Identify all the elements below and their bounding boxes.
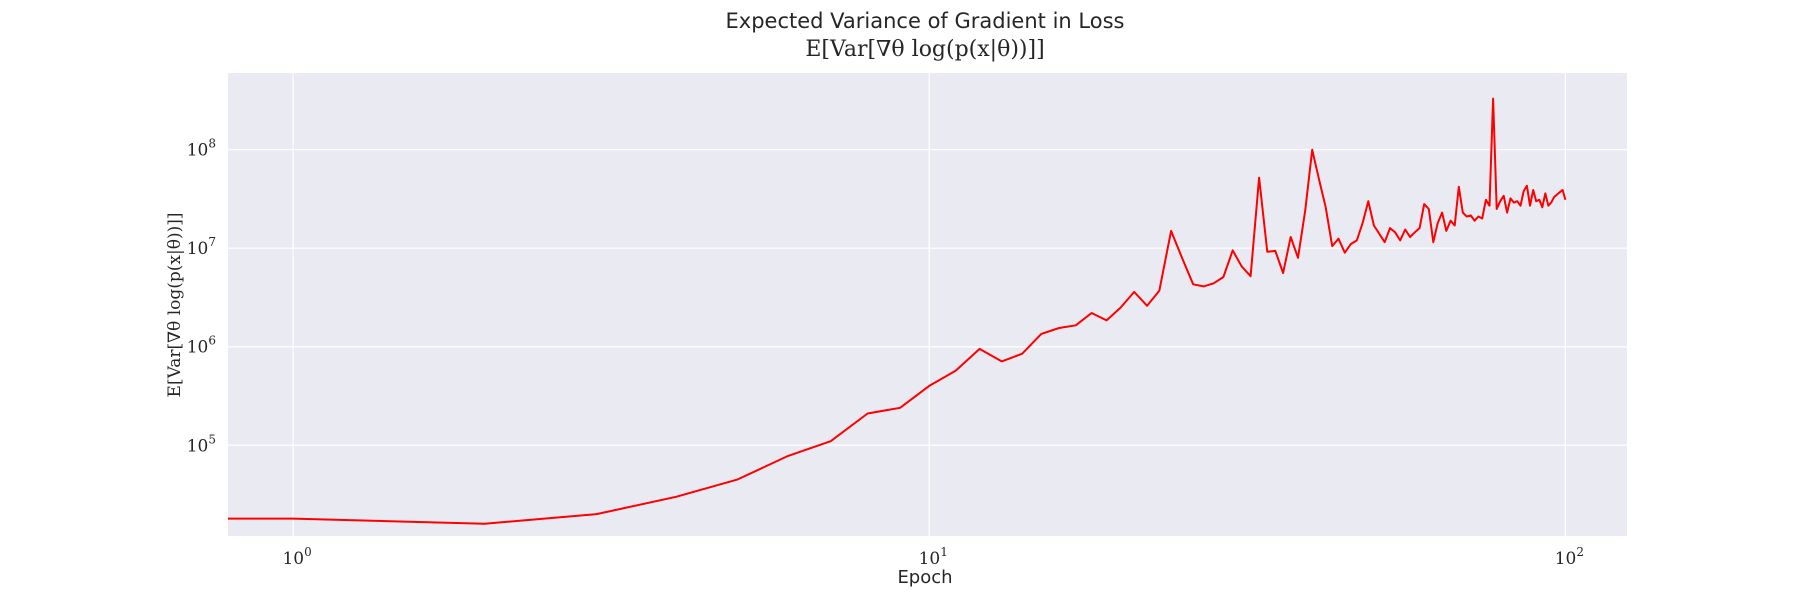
x-axis-label: Epoch — [897, 567, 952, 588]
x-tick-label: 101 — [919, 545, 948, 569]
x-tick-label: 100 — [282, 545, 311, 569]
y-axis-label: E[Var[∇θ log(p(x|θ))]] — [165, 213, 185, 398]
grid — [228, 73, 1627, 536]
x-tick-label: 102 — [1555, 545, 1584, 569]
series-group — [228, 97, 1567, 525]
y-tick-label: 106 — [187, 334, 216, 358]
chart-title: Expected Variance of Gradient in Loss — [726, 9, 1125, 33]
y-tick-label: 107 — [187, 235, 216, 259]
y-axis-ticks: 105 106 107 108 — [187, 137, 216, 457]
x-axis-ticks: 100 101 102 — [282, 545, 1584, 569]
series-line — [228, 97, 1567, 525]
y-tick-label: 108 — [187, 137, 216, 161]
y-tick-label: 105 — [187, 432, 216, 456]
plot-area — [228, 73, 1627, 536]
chart-subtitle: E[Var[∇θ log(p(x|θ))]] — [805, 37, 1044, 62]
